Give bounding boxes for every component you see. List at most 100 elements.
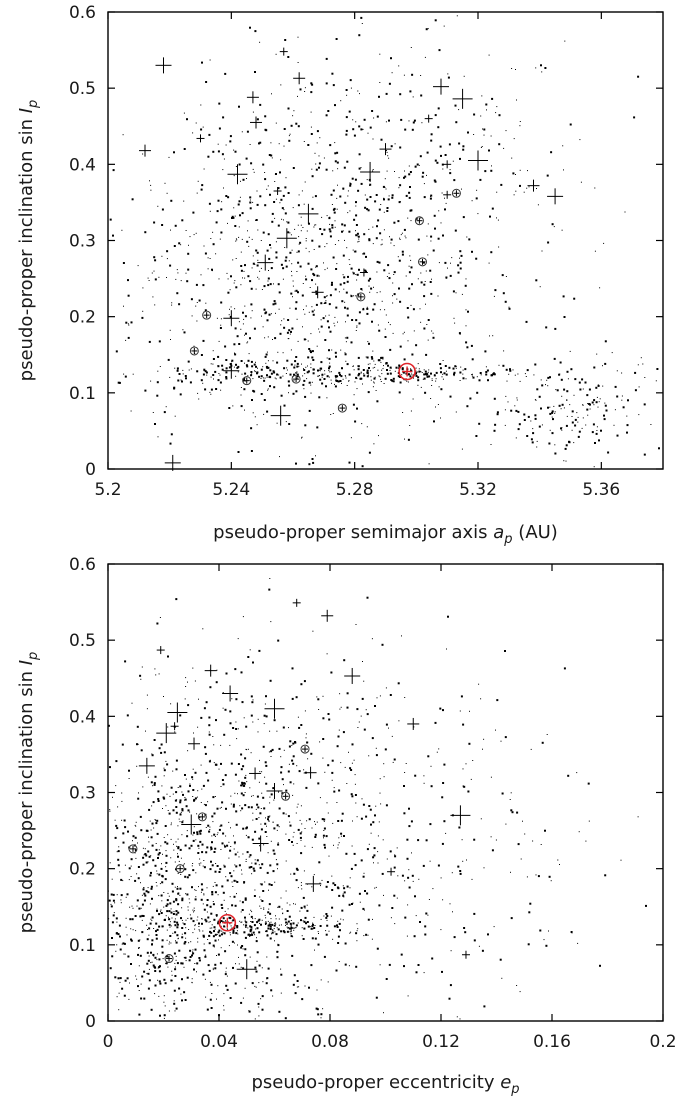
data-point — [366, 198, 369, 201]
data-point — [340, 762, 342, 764]
data-point — [511, 68, 513, 69]
data-point — [391, 907, 394, 909]
data-point — [492, 335, 494, 337]
data-point — [650, 424, 652, 425]
data-point — [165, 915, 167, 917]
data-point — [177, 838, 179, 840]
data-point — [245, 774, 247, 776]
data-point — [334, 152, 337, 155]
data-point — [181, 936, 184, 939]
data-point — [616, 395, 619, 398]
data-point — [366, 713, 369, 716]
data-point — [276, 422, 278, 424]
data-point — [112, 893, 115, 896]
data-point — [304, 313, 306, 315]
data-point — [296, 868, 299, 871]
data-point — [430, 194, 433, 197]
data-point — [171, 917, 173, 919]
data-point — [161, 208, 164, 211]
data-point — [241, 869, 242, 871]
data-point — [167, 655, 169, 658]
data-point — [336, 926, 339, 928]
data-point — [192, 920, 195, 923]
data-point — [295, 927, 297, 929]
plot-frame — [107, 11, 664, 470]
data-point — [398, 65, 400, 67]
data-point — [259, 866, 262, 869]
data-point — [389, 850, 392, 853]
data-point — [368, 805, 371, 807]
data-point — [344, 353, 347, 356]
data-point — [338, 291, 340, 293]
data-point — [346, 160, 349, 163]
data-point — [251, 982, 254, 985]
data-point — [318, 861, 321, 864]
data-point — [154, 984, 157, 987]
data-point — [252, 812, 254, 814]
data-point — [189, 784, 191, 787]
data-point — [334, 385, 337, 388]
data-point — [305, 922, 307, 925]
data-point — [267, 336, 269, 338]
y-tick-label: 0.6 — [69, 3, 96, 23]
data-point — [216, 955, 217, 956]
data-point — [582, 417, 584, 419]
data-point — [401, 232, 403, 234]
data-point — [469, 710, 470, 712]
data-point — [352, 128, 355, 131]
data-point — [363, 935, 365, 937]
data-point — [442, 899, 444, 901]
cross-marker — [298, 203, 319, 224]
data-point — [138, 990, 140, 991]
data-point — [326, 915, 329, 917]
data-point — [213, 946, 215, 948]
data-point — [175, 806, 178, 808]
data-point — [357, 365, 359, 367]
data-point — [308, 251, 310, 253]
data-point — [111, 878, 113, 880]
data-point — [393, 245, 395, 247]
data-point — [283, 404, 286, 407]
data-point — [458, 826, 461, 829]
data-point — [177, 379, 180, 382]
data-point — [495, 729, 496, 731]
data-point — [429, 823, 432, 826]
data-point — [306, 921, 309, 923]
data-point — [184, 956, 187, 959]
data-point — [296, 271, 298, 272]
data-point — [435, 378, 437, 380]
data-point — [181, 999, 183, 1002]
data-point — [127, 323, 129, 325]
data-point — [240, 785, 242, 787]
data-point — [210, 849, 212, 851]
data-point — [210, 848, 213, 850]
data-point — [165, 904, 168, 907]
data-point — [181, 219, 184, 222]
data-point — [322, 834, 325, 837]
data-point — [166, 250, 169, 253]
data-point — [438, 210, 440, 212]
data-point — [287, 56, 290, 58]
data-point — [237, 763, 240, 765]
data-point — [415, 370, 417, 372]
data-point — [326, 881, 329, 883]
data-point — [220, 208, 223, 211]
data-point — [174, 924, 177, 927]
data-point — [377, 369, 379, 371]
data-point — [189, 783, 191, 785]
data-point — [326, 320, 329, 323]
data-point — [466, 859, 467, 861]
data-point — [169, 264, 172, 267]
data-point — [231, 215, 234, 218]
data-point — [140, 678, 142, 680]
data-point — [284, 247, 286, 248]
data-point — [295, 879, 298, 882]
data-point — [385, 121, 387, 123]
data-point — [154, 819, 156, 820]
data-point — [368, 342, 370, 345]
data-point — [338, 894, 341, 897]
data-point — [348, 380, 350, 382]
data-point — [184, 375, 187, 377]
data-point — [426, 235, 428, 237]
data-point — [363, 728, 366, 731]
